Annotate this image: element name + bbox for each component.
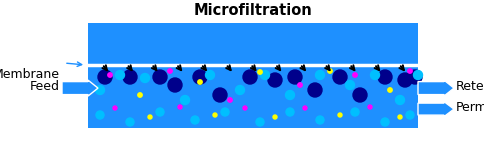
Circle shape xyxy=(407,70,421,84)
Circle shape xyxy=(180,96,189,105)
Circle shape xyxy=(95,85,104,94)
Circle shape xyxy=(113,106,117,110)
Circle shape xyxy=(387,88,392,92)
Circle shape xyxy=(315,70,324,80)
Circle shape xyxy=(242,70,257,84)
Circle shape xyxy=(333,70,346,84)
Text: Membrane: Membrane xyxy=(0,68,60,81)
Circle shape xyxy=(287,70,302,84)
Circle shape xyxy=(394,96,404,105)
Circle shape xyxy=(405,111,413,119)
Circle shape xyxy=(126,118,134,126)
Circle shape xyxy=(227,98,232,102)
FancyArrow shape xyxy=(417,102,453,117)
Circle shape xyxy=(193,70,207,84)
Circle shape xyxy=(191,116,198,124)
Circle shape xyxy=(337,113,341,117)
Circle shape xyxy=(367,105,371,109)
Circle shape xyxy=(115,70,124,80)
Circle shape xyxy=(137,93,142,97)
Circle shape xyxy=(257,70,262,74)
FancyArrow shape xyxy=(417,80,453,96)
Circle shape xyxy=(327,69,332,73)
Circle shape xyxy=(302,106,306,110)
Circle shape xyxy=(221,108,228,116)
Circle shape xyxy=(260,70,269,80)
Bar xyxy=(88,23,417,128)
Circle shape xyxy=(407,69,411,73)
Circle shape xyxy=(235,85,244,94)
Circle shape xyxy=(345,81,354,90)
Circle shape xyxy=(352,88,366,102)
Circle shape xyxy=(380,118,388,126)
Circle shape xyxy=(268,73,281,87)
Circle shape xyxy=(96,111,104,119)
Circle shape xyxy=(167,78,182,92)
Circle shape xyxy=(197,80,202,84)
Circle shape xyxy=(272,115,276,119)
Circle shape xyxy=(350,108,358,116)
Circle shape xyxy=(167,69,172,73)
FancyArrow shape xyxy=(62,80,98,96)
Circle shape xyxy=(98,70,112,84)
Circle shape xyxy=(242,106,246,110)
Circle shape xyxy=(285,90,294,99)
Circle shape xyxy=(377,70,391,84)
Circle shape xyxy=(212,88,227,102)
Circle shape xyxy=(307,83,321,97)
Circle shape xyxy=(212,113,216,117)
Circle shape xyxy=(123,70,136,84)
Circle shape xyxy=(413,70,422,80)
Circle shape xyxy=(140,74,149,82)
Circle shape xyxy=(316,116,323,124)
Circle shape xyxy=(352,73,356,77)
Circle shape xyxy=(370,70,378,80)
Circle shape xyxy=(178,105,182,109)
Circle shape xyxy=(156,108,164,116)
Text: Retentate: Retentate xyxy=(455,80,484,93)
Circle shape xyxy=(107,73,112,77)
Circle shape xyxy=(256,118,263,126)
Text: Feed: Feed xyxy=(30,80,60,93)
Circle shape xyxy=(297,83,302,87)
Text: Microfiltration: Microfiltration xyxy=(193,3,312,18)
Circle shape xyxy=(397,73,411,87)
Circle shape xyxy=(148,115,151,119)
Circle shape xyxy=(205,70,214,80)
Text: Permeate: Permeate xyxy=(455,101,484,114)
Circle shape xyxy=(152,70,166,84)
Circle shape xyxy=(397,115,401,119)
Circle shape xyxy=(286,108,293,116)
